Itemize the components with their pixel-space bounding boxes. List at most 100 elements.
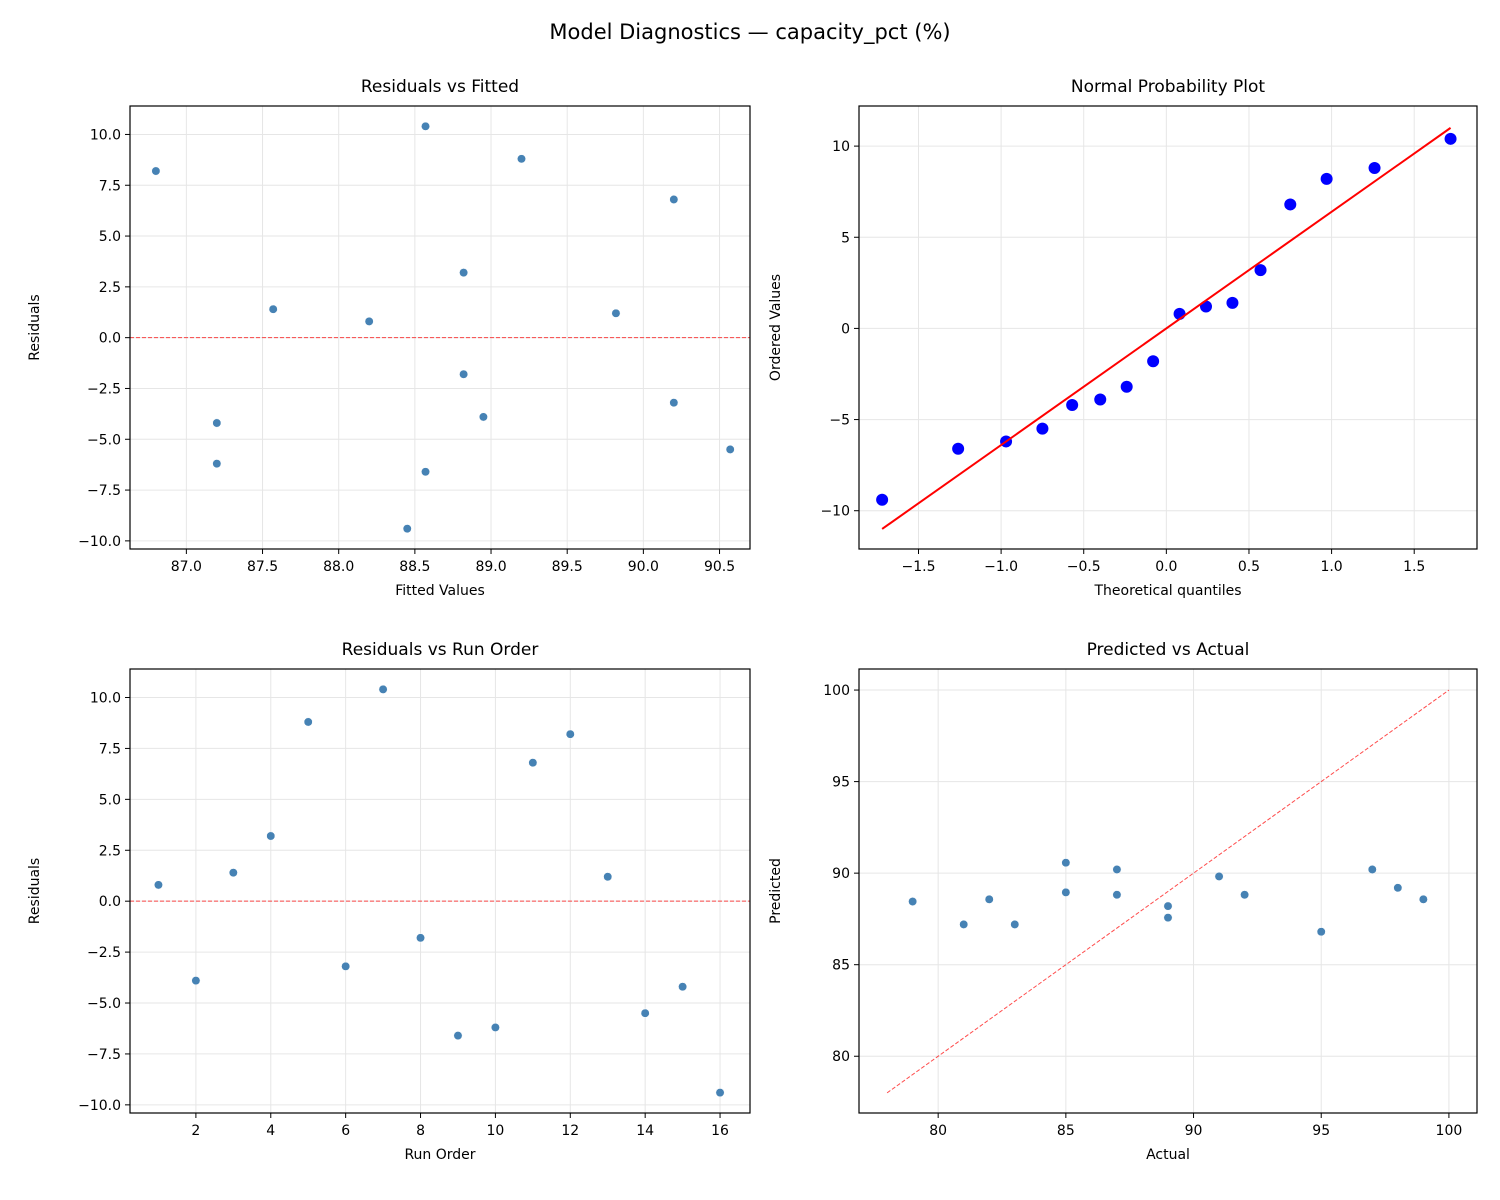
- data-point: [341, 961, 351, 971]
- y-tick-label: 0.0: [99, 331, 121, 347]
- x-tick-label: 12: [561, 1123, 579, 1139]
- x-tick-label: 87.0: [171, 559, 202, 575]
- x-axis-label: Theoretical quantiles: [1093, 583, 1241, 599]
- data-point: [478, 412, 488, 422]
- axes-frame: [858, 105, 1478, 550]
- x-tick-label: −0.5: [1067, 559, 1101, 575]
- y-tick-label: −2.5: [87, 381, 121, 397]
- x-tick-label: 16: [711, 1123, 729, 1139]
- x-tick-label: 0.0: [1155, 559, 1177, 575]
- y-tick-label: 80: [832, 1049, 850, 1065]
- data-point: [421, 121, 430, 131]
- data-point: [715, 1088, 725, 1098]
- subplot-residuals-vs-fitted: 87.0 87.5 88.0 88.5 89.0 89.5 90.0 90.5 −10.0 −7.…: [27, 77, 751, 599]
- data-point: [984, 894, 994, 904]
- y-tick-label: −5.0: [87, 432, 121, 448]
- data-point: [565, 729, 575, 739]
- y-tick-label: 5: [841, 230, 850, 246]
- x-tick-label: 87.5: [247, 559, 278, 575]
- data-point: [1393, 883, 1403, 893]
- y-tick-label: −10.0: [78, 534, 121, 550]
- data-point: [1316, 927, 1326, 937]
- data-point: [1367, 865, 1377, 874]
- x-tick-label: 95: [1312, 1123, 1330, 1139]
- data-point: [1061, 858, 1071, 868]
- x-axis-label: Fitted Values: [395, 583, 485, 599]
- x-tick-label: 6: [341, 1123, 350, 1139]
- data-point: [1120, 380, 1133, 393]
- subplot-residuals-vs-run-order: 2 4 6 8 10 12 14 16 −10.0 −7.5 −5.0 −2.5 0.0 2.5 5.0 7.…: [27, 640, 751, 1163]
- figure-title: Model Diagnostics — capacity_pct (%): [549, 20, 951, 44]
- x-tick-label: −1.5: [901, 559, 935, 575]
- x-axis-label: Actual: [1146, 1147, 1190, 1163]
- y-tick-label: 10.0: [90, 691, 121, 707]
- subplot-title: Predicted vs Actual: [1087, 640, 1250, 660]
- data-point: [303, 717, 313, 727]
- data-point: [1147, 355, 1160, 368]
- data-point: [212, 459, 222, 469]
- x-tick-label: 0.5: [1238, 559, 1260, 575]
- data-point: [603, 872, 613, 882]
- y-tick-label: −7.5: [87, 483, 121, 499]
- data-point: [1066, 398, 1079, 411]
- x-tick-label: 8: [416, 1123, 425, 1139]
- y-axis-label: Residuals: [27, 294, 43, 360]
- x-tick-label: 88.0: [323, 559, 354, 575]
- x-tick-label: 88.5: [399, 559, 430, 575]
- x-tick-label: 1.5: [1403, 559, 1425, 575]
- data-point: [1214, 871, 1224, 881]
- data-point: [151, 166, 161, 176]
- y-tick-label: 0.0: [99, 894, 121, 910]
- y-axis-label: Ordered Values: [768, 274, 784, 381]
- data-point: [378, 684, 388, 694]
- data-point: [725, 444, 735, 454]
- y-tick-label: 90: [832, 866, 850, 882]
- y-tick-label: 7.5: [99, 178, 121, 194]
- y-tick-label: 100: [823, 683, 850, 699]
- subplot-title: Residuals vs Fitted: [361, 77, 519, 97]
- x-tick-label: 90: [1185, 1123, 1203, 1139]
- y-tick-label: −10: [820, 504, 850, 520]
- y-tick-label: 5.0: [99, 792, 121, 808]
- x-tick-label: 89.0: [475, 559, 506, 575]
- y-tick-label: 85: [832, 958, 850, 974]
- data-point: [416, 933, 425, 943]
- x-axis-label: Run Order: [404, 1147, 475, 1163]
- y-tick-label: 0: [841, 321, 850, 337]
- fit-line: [881, 127, 1452, 530]
- x-tick-label: 85: [1057, 1123, 1075, 1139]
- data-point: [1254, 264, 1267, 277]
- data-point: [453, 1031, 463, 1041]
- data-point: [1112, 890, 1122, 900]
- data-point: [1320, 172, 1333, 185]
- data-point: [1368, 161, 1381, 174]
- y-tick-label: 95: [832, 775, 850, 791]
- y-tick-label: 2.5: [99, 280, 121, 296]
- y-tick-label: 7.5: [99, 741, 121, 757]
- y-tick-label: 2.5: [99, 843, 121, 859]
- y-tick-label: −7.5: [87, 1047, 121, 1063]
- data-point: [1061, 887, 1071, 897]
- data-point: [1163, 913, 1173, 923]
- data-point: [1036, 422, 1049, 435]
- data-point: [402, 524, 412, 534]
- y-tick-label: −10.0: [78, 1098, 121, 1114]
- subplot-title: Residuals vs Run Order: [342, 640, 539, 660]
- data-point: [268, 304, 278, 314]
- x-tick-label: 90.0: [628, 559, 659, 575]
- data-point: [528, 758, 538, 768]
- data-point: [154, 880, 163, 890]
- y-tick-label: −5: [829, 413, 850, 429]
- data-point: [678, 982, 688, 992]
- data-point: [212, 418, 222, 428]
- data-point: [876, 493, 889, 506]
- data-point: [640, 1008, 650, 1018]
- data-point: [669, 195, 679, 204]
- data-point: [364, 316, 374, 326]
- subplot-predicted-vs-actual: 80 85 90 95 100 80 85 90 95 100 Predicted vs Actua…: [768, 640, 1478, 1163]
- x-tick-label: 1.0: [1320, 559, 1342, 575]
- data-point: [517, 154, 526, 164]
- x-tick-label: 14: [636, 1123, 654, 1139]
- y-tick-label: 10: [832, 139, 850, 155]
